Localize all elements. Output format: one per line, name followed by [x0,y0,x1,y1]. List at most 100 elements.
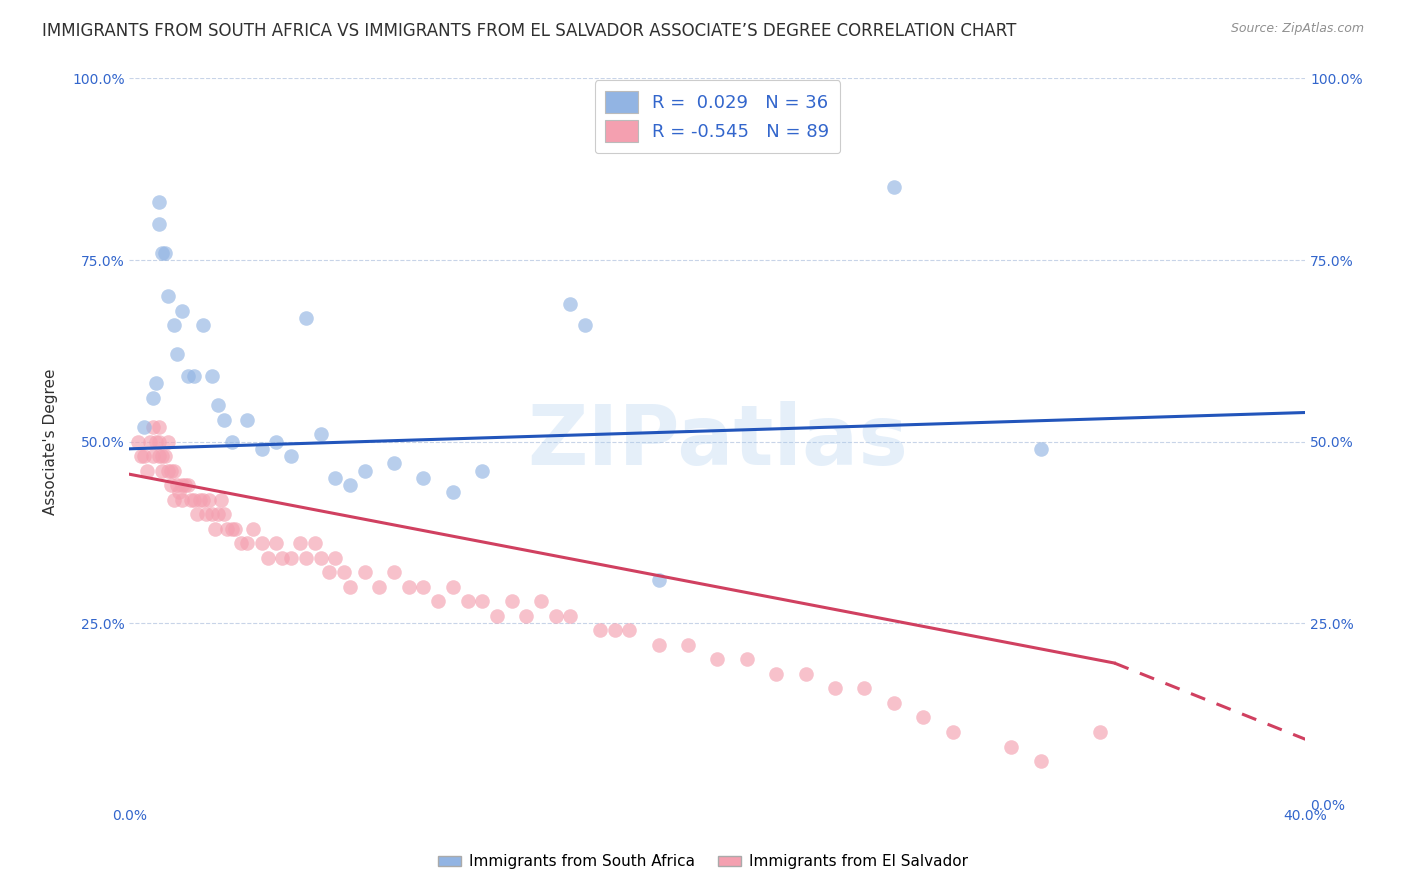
Point [142,420,165,434]
Point [162,464,184,478]
Point [398,580,420,594]
Point [471,594,494,608]
Point [212,507,235,521]
Point [156,434,179,449]
Point [471,464,494,478]
Point [145,434,167,449]
Point [412,471,434,485]
Point [619,624,641,638]
Point [706,652,728,666]
Point [280,550,302,565]
Point [603,624,626,638]
Point [280,449,302,463]
Legend: Immigrants from South Africa, Immigrants from El Salvador: Immigrants from South Africa, Immigrants… [433,848,973,875]
Point [204,522,226,536]
Point [174,478,197,492]
Point [309,427,332,442]
Point [134,449,156,463]
Point [134,420,156,434]
Point [295,311,318,326]
Point [794,667,817,681]
Text: Source: ZipAtlas.com: Source: ZipAtlas.com [1230,22,1364,36]
Point [1029,754,1052,768]
Point [647,638,669,652]
Point [150,464,173,478]
Point [207,507,229,521]
Point [183,492,205,507]
Point [288,536,311,550]
Point [589,624,612,638]
Point [323,471,346,485]
Point [194,507,217,521]
Point [191,318,214,333]
Point [209,492,232,507]
Point [382,566,405,580]
Point [250,442,273,456]
Point [186,507,208,521]
Point [221,522,243,536]
Point [427,594,450,608]
Point [560,296,582,310]
Point [148,217,170,231]
Y-axis label: Associate's Degree: Associate's Degree [44,368,58,515]
Point [883,180,905,194]
Point [441,485,464,500]
Point [333,566,356,580]
Point [735,652,758,666]
Point [1088,725,1111,739]
Point [912,710,935,724]
Point [250,536,273,550]
Point [231,536,253,550]
Point [236,413,259,427]
Point [515,608,537,623]
Point [156,464,179,478]
Point [676,638,699,652]
Point [148,420,170,434]
Point [266,536,288,550]
Text: IMMIGRANTS FROM SOUTH AFRICA VS IMMIGRANTS FROM EL SALVADOR ASSOCIATE’S DEGREE C: IMMIGRANTS FROM SOUTH AFRICA VS IMMIGRAN… [42,22,1017,40]
Point [129,449,152,463]
Point [162,318,184,333]
Point [127,434,149,449]
Point [139,434,162,449]
Point [177,369,200,384]
Point [136,464,159,478]
Point [266,434,288,449]
Point [1029,442,1052,456]
Point [647,573,669,587]
Point [942,725,965,739]
Point [304,536,326,550]
Point [574,318,596,333]
Point [309,550,332,565]
Point [242,522,264,536]
Point [159,478,181,492]
Point [150,245,173,260]
Point [148,434,170,449]
Point [457,594,479,608]
Text: ZIPatlas: ZIPatlas [527,401,908,482]
Point [544,608,567,623]
Point [441,580,464,594]
Point [339,580,361,594]
Point [215,522,238,536]
Point [180,492,202,507]
Legend: R =  0.029   N = 36, R = -0.545   N = 89: R = 0.029 N = 36, R = -0.545 N = 89 [595,80,841,153]
Point [201,507,224,521]
Point [191,492,214,507]
Point [236,536,259,550]
Point [153,449,176,463]
Point [156,289,179,303]
Point [339,478,361,492]
Point [765,667,787,681]
Point [883,696,905,710]
Point [166,478,188,492]
Point [271,550,294,565]
Point [172,303,194,318]
Point [853,681,876,696]
Point [172,478,194,492]
Point [177,478,200,492]
Point [485,608,508,623]
Point [368,580,391,594]
Point [198,492,221,507]
Point [207,398,229,412]
